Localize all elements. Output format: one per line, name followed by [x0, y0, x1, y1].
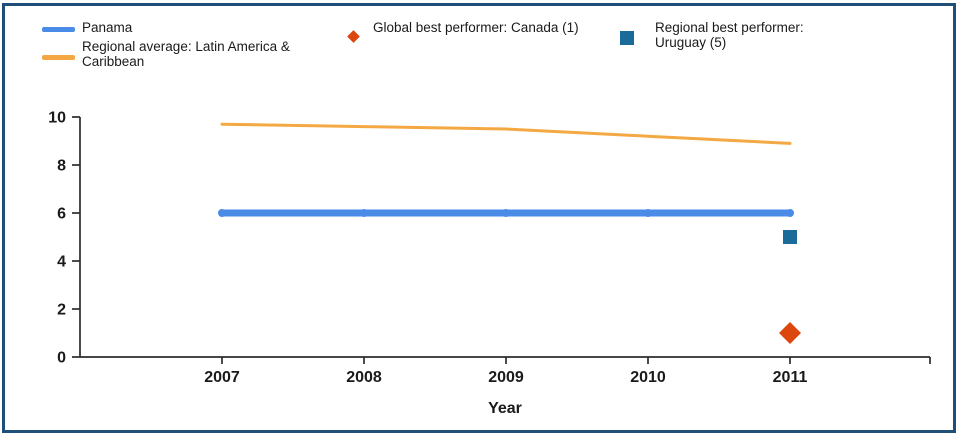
regional-average-line-swatch [42, 55, 75, 60]
x-tick-label: 2011 [773, 369, 808, 386]
y-tick-label: 8 [57, 158, 66, 175]
y-tick-label: 4 [57, 254, 66, 271]
global-best-marker [779, 322, 801, 344]
regional-best-marker [783, 230, 797, 244]
x-tick-label: 2009 [488, 369, 524, 386]
legend-label-regional-average: Regional average: Latin America & Caribb… [82, 39, 290, 69]
panama-series-point [786, 209, 794, 217]
regional-best-square-icon [620, 31, 634, 45]
regional-average-series-line [220, 122, 792, 145]
legend-label-regional-best: Regional best performer: Uruguay (5) [655, 20, 804, 50]
y-tick-label: 10 [48, 110, 66, 127]
y-tick-label: 2 [57, 302, 66, 319]
x-tick-label: 2007 [204, 369, 240, 386]
chart-legend: Panama Regional average: Latin America &… [0, 0, 965, 90]
panama-series-point [502, 209, 510, 217]
y-tick-label: 6 [57, 206, 66, 223]
y-tick-label: 0 [57, 350, 66, 367]
x-axis-title: Year [488, 400, 522, 417]
panama-series-point [644, 209, 652, 217]
panama-line-swatch [42, 27, 75, 32]
panama-series-point [360, 209, 368, 217]
legend-label-global-best: Global best performer: Canada (1) [373, 20, 579, 35]
panama-series-point [218, 209, 226, 217]
legend-label-panama: Panama [82, 20, 133, 35]
x-tick-label: 2010 [630, 369, 666, 386]
x-tick-label: 2008 [346, 369, 382, 386]
